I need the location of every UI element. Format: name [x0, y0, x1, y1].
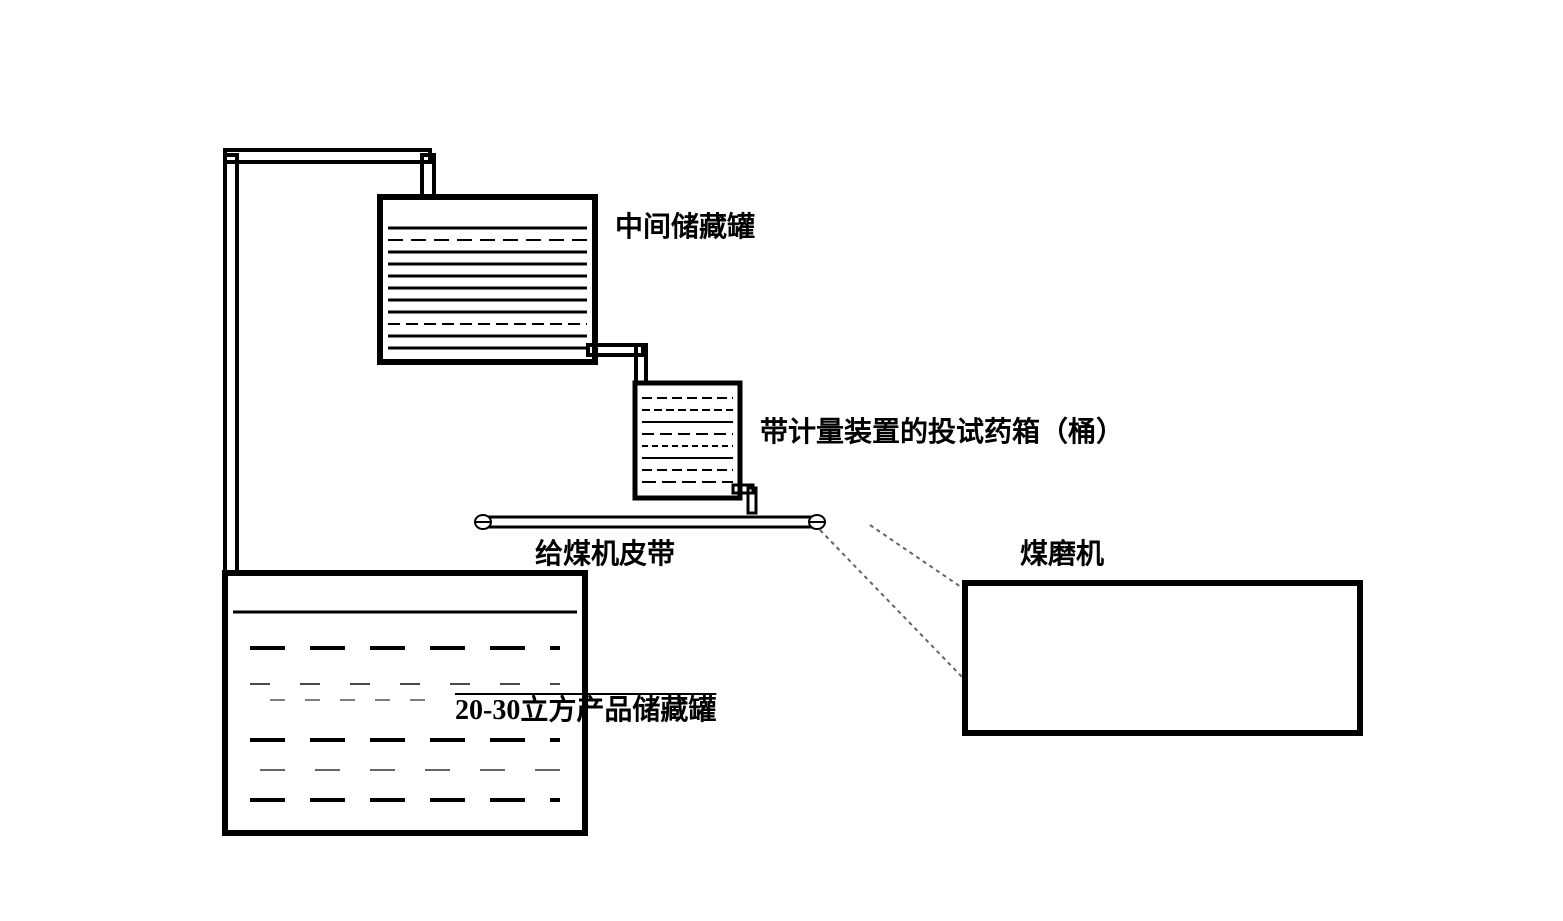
dosing-box-label: 带计量装置的投试药箱（桶） — [760, 410, 1124, 450]
coal-feeder-belt-label: 给煤机皮带 — [535, 532, 675, 572]
intermediate-tank-icon — [380, 197, 595, 362]
vertical-pipe — [225, 155, 237, 575]
dosing-box-icon — [635, 383, 740, 498]
coal-mill-icon — [965, 583, 1360, 733]
process-flow-diagram: 中间储藏罐 带计量装置的投试药箱（桶） 给煤机皮带 煤磨机 20-30立方产品储… — [0, 0, 1563, 916]
chute-icon — [820, 525, 980, 680]
storage-tank-label: 20-30立方产品储藏罐 — [455, 688, 716, 728]
intermediate-tank-label: 中间储藏罐 — [615, 205, 755, 245]
diagram-svg — [0, 0, 1563, 916]
top-horizontal-pipe — [225, 150, 430, 162]
coal-feeder-belt-icon — [475, 515, 825, 529]
coal-mill-label: 煤磨机 — [1020, 532, 1104, 572]
